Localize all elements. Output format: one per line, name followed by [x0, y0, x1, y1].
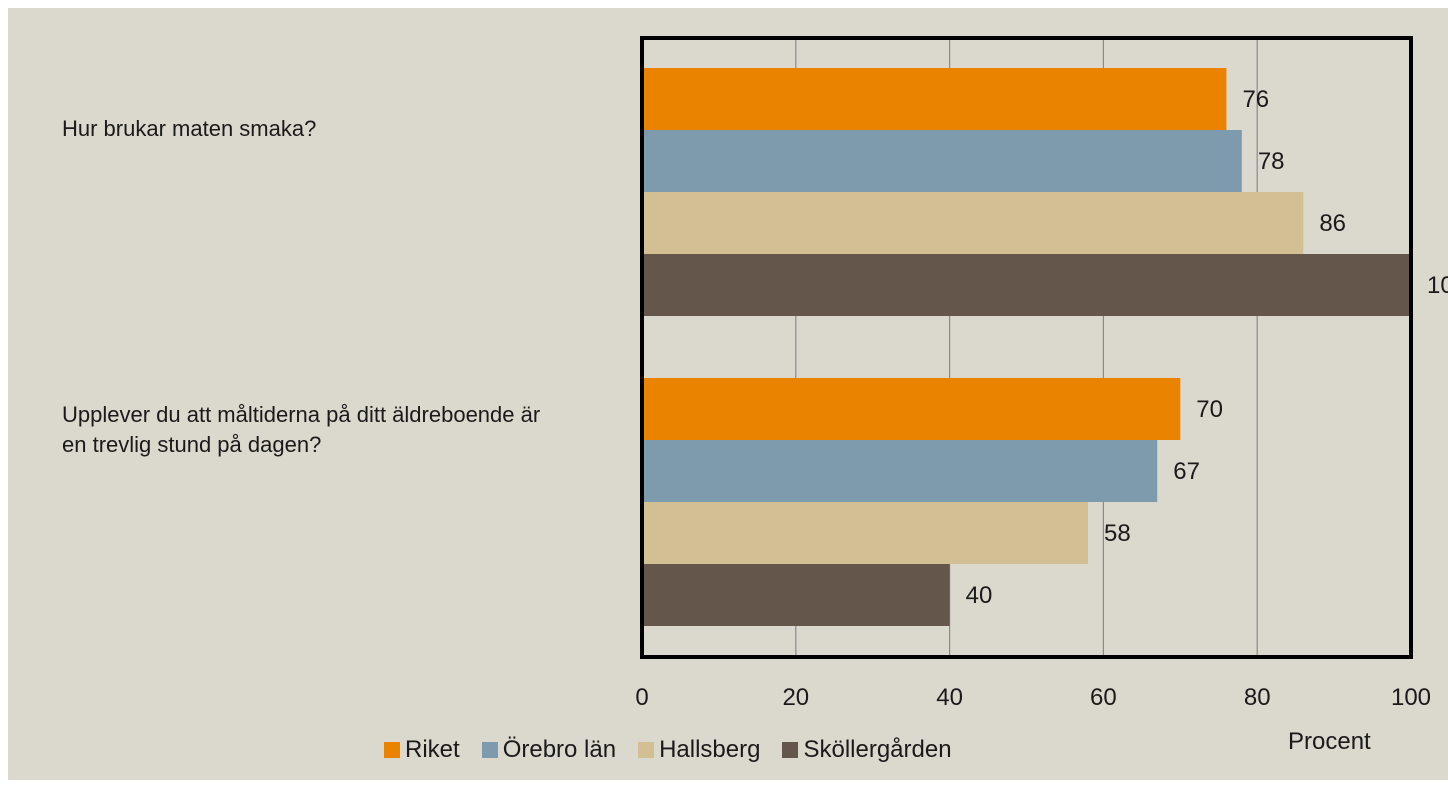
legend-swatch-skollergarden [782, 742, 799, 758]
legend-label-riket: Riket [405, 736, 460, 763]
legend-swatch-orebro-lan [481, 742, 498, 758]
bar-skollergarden-2 [642, 564, 950, 626]
bar-riket-2 [642, 378, 1181, 440]
bar-hallsberg-1 [642, 192, 1304, 254]
legend-item-skollergarden: Sköllergården [782, 736, 952, 764]
data-label-skollergarden-2: 40 [966, 582, 993, 609]
data-label-orebro-lan-2: 67 [1173, 458, 1200, 485]
x-tick-label-20: 20 [782, 684, 809, 711]
bar-riket-1 [642, 68, 1227, 130]
bar-skollergarden-1 [642, 254, 1411, 316]
category-label-2: Upplever du att måltiderna på ditt äldre… [62, 402, 541, 457]
data-label-riket-2: 70 [1196, 396, 1223, 423]
bar-orebro-lan-2 [642, 440, 1158, 502]
x-tick-label-40: 40 [936, 684, 963, 711]
x-tick-label-80: 80 [1244, 684, 1271, 711]
bar-orebro-lan-1 [642, 130, 1242, 192]
x-tick-label-60: 60 [1090, 684, 1117, 711]
legend: Riket Örebro län Hallsberg Sköllergården [384, 736, 974, 764]
legend-item-hallsberg: Hallsberg [638, 736, 760, 764]
legend-label-skollergarden: Sköllergården [803, 736, 952, 763]
legend-swatch-hallsberg [638, 742, 655, 758]
legend-swatch-riket [384, 742, 400, 758]
data-label-orebro-lan-1: 78 [1258, 148, 1285, 175]
data-label-hallsberg-2: 58 [1104, 520, 1131, 547]
data-label-riket-1: 76 [1242, 86, 1269, 113]
data-label-hallsberg-1: 86 [1319, 210, 1346, 237]
x-tick-label-0: 0 [635, 684, 648, 711]
x-axis-label: Procent [1288, 728, 1371, 755]
legend-label-orebro-lan: Örebro län [502, 736, 617, 763]
legend-item-orebro-lan: Örebro län [481, 736, 617, 764]
category-label-1: Hur brukar maten smaka? [62, 116, 317, 141]
plot-border [640, 36, 1413, 659]
legend-label-hallsberg: Hallsberg [659, 736, 761, 763]
data-label-skollergarden-1: 100 [1427, 272, 1448, 299]
legend-item-riket: Riket [384, 736, 460, 764]
x-tick-label-100: 100 [1391, 684, 1431, 711]
bar-hallsberg-2 [642, 502, 1089, 564]
